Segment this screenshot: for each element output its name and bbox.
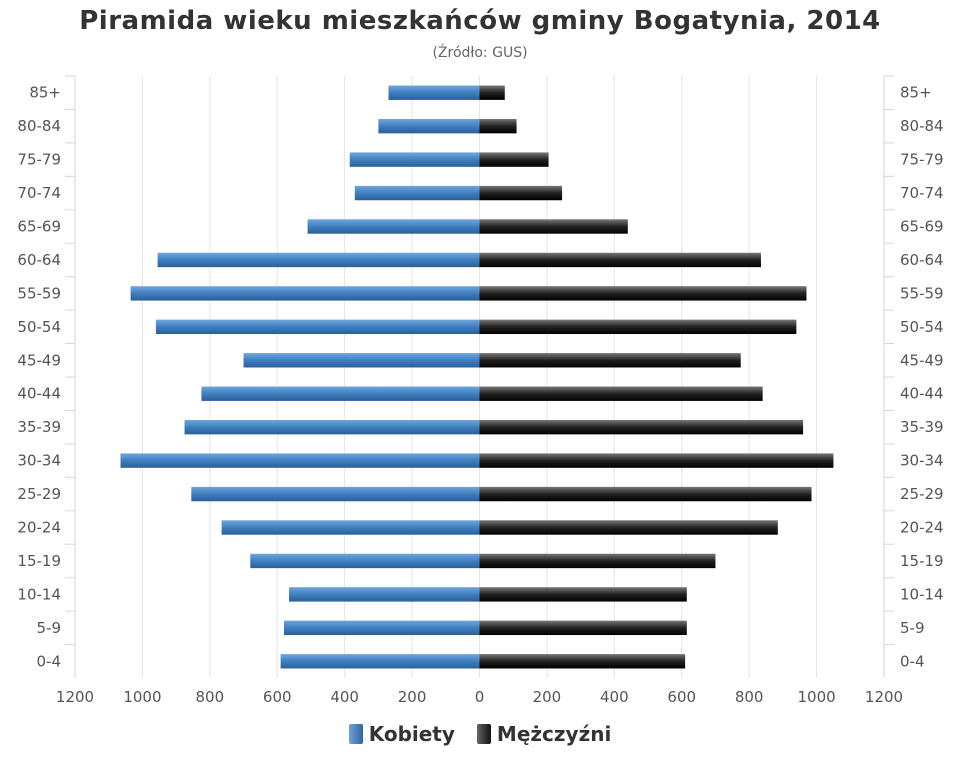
- category-label-left: 30-34: [17, 452, 61, 470]
- x-tick-label: 1200: [56, 688, 94, 706]
- bar-mezczyzni: [479, 453, 834, 468]
- category-label-right: 35-39: [900, 418, 944, 436]
- bar-kobiety: [191, 486, 480, 502]
- x-tick-label: 800: [196, 688, 225, 706]
- bar-kobiety: [201, 386, 480, 401]
- x-tick-label: 1200: [865, 688, 903, 706]
- category-label-left: 85+: [29, 84, 61, 102]
- bar-mezczyzni: [479, 620, 687, 636]
- legend: Kobiety Mężczyźni: [0, 722, 960, 746]
- category-label-right: 80-84: [900, 117, 944, 135]
- category-label-right: 10-14: [900, 585, 944, 603]
- legend-swatch-mezczyzni: [476, 724, 491, 744]
- category-label-right: 25-29: [900, 485, 944, 503]
- bar-mezczyzni: [479, 587, 687, 602]
- legend-item-kobiety[interactable]: Kobiety: [348, 722, 455, 746]
- bar-kobiety: [283, 620, 480, 636]
- category-label-right: 60-64: [900, 251, 944, 269]
- category-label-left: 15-19: [17, 552, 61, 570]
- bar-mezczyzni: [479, 118, 517, 134]
- category-label-left: 5-9: [37, 619, 62, 637]
- x-tick-label: 1000: [123, 688, 161, 706]
- bar-mezczyzni: [479, 219, 628, 234]
- bar-mezczyzni: [479, 654, 686, 669]
- bar-kobiety: [388, 85, 480, 100]
- x-tick-label: 600: [667, 688, 696, 706]
- category-label-left: 55-59: [17, 284, 61, 302]
- bar-kobiety: [184, 419, 480, 435]
- bar-mezczyzni: [479, 185, 563, 201]
- category-label-left: 0-4: [37, 652, 62, 670]
- x-tick-label: 200: [533, 688, 562, 706]
- bar-mezczyzni: [479, 553, 716, 569]
- chart-title: Piramida wieku mieszkańców gminy Bogatyn…: [79, 6, 881, 36]
- category-label-right: 20-24: [900, 519, 944, 537]
- bar-kobiety: [157, 252, 480, 268]
- bar-mezczyzni: [479, 152, 549, 167]
- bar-kobiety: [221, 520, 480, 535]
- bar-kobiety: [289, 587, 480, 602]
- bar-kobiety: [378, 118, 480, 134]
- category-label-left: 10-14: [17, 585, 61, 603]
- bar-mezczyzni: [479, 252, 761, 268]
- bar-mezczyzni: [479, 386, 763, 401]
- category-label-left: 60-64: [17, 251, 61, 269]
- category-label-left: 20-24: [17, 519, 61, 537]
- category-label-left: 75-79: [17, 151, 61, 169]
- category-label-left: 40-44: [17, 385, 61, 403]
- category-label-right: 75-79: [900, 151, 944, 169]
- category-label-right: 30-34: [900, 452, 944, 470]
- bar-kobiety: [120, 453, 480, 468]
- bar-mezczyzni: [479, 85, 505, 100]
- chart-subtitle: (Źródło: GUS): [432, 45, 528, 61]
- bar-mezczyzni: [479, 353, 741, 368]
- x-tick-label: 800: [735, 688, 764, 706]
- x-tick-label: 400: [330, 688, 359, 706]
- category-label-left: 80-84: [17, 117, 61, 135]
- x-tick-label: 400: [600, 688, 629, 706]
- x-tick-label: 0: [475, 688, 485, 706]
- category-label-right: 40-44: [900, 385, 944, 403]
- category-label-right: 50-54: [900, 318, 944, 336]
- x-tick-label: 1000: [797, 688, 835, 706]
- bar-kobiety: [155, 319, 480, 335]
- bar-mezczyzni: [479, 319, 797, 335]
- category-label-right: 70-74: [900, 184, 944, 202]
- bar-kobiety: [243, 353, 480, 368]
- category-label-left: 70-74: [17, 184, 61, 202]
- bar-kobiety: [280, 654, 480, 669]
- x-tick-label: 200: [398, 688, 427, 706]
- category-label-right: 65-69: [900, 218, 944, 236]
- category-label-right: 45-49: [900, 351, 944, 369]
- bar-mezczyzni: [479, 419, 804, 435]
- legend-item-mezczyzni[interactable]: Mężczyźni: [476, 722, 612, 746]
- category-label-left: 25-29: [17, 485, 61, 503]
- bar-kobiety: [130, 286, 480, 301]
- category-label-left: 65-69: [17, 218, 61, 236]
- bar-mezczyzni: [479, 520, 778, 535]
- legend-swatch-kobiety: [348, 724, 363, 744]
- category-label-right: 5-9: [900, 619, 925, 637]
- category-label-right: 0-4: [900, 652, 925, 670]
- category-label-left: 35-39: [17, 418, 61, 436]
- category-label-right: 15-19: [900, 552, 944, 570]
- category-label-left: 50-54: [17, 318, 61, 336]
- x-tick-label: 600: [263, 688, 292, 706]
- bar-kobiety: [354, 185, 480, 201]
- bar-mezczyzni: [479, 286, 807, 301]
- bar-kobiety: [349, 152, 480, 167]
- category-label-right: 55-59: [900, 284, 944, 302]
- category-label-left: 45-49: [17, 351, 61, 369]
- legend-label-kobiety: Kobiety: [368, 722, 455, 746]
- category-label-right: 85+: [900, 84, 932, 102]
- bar-mezczyzni: [479, 486, 812, 502]
- bar-kobiety: [250, 553, 480, 569]
- legend-label-mezczyzni: Mężczyźni: [496, 722, 612, 746]
- bar-kobiety: [307, 219, 480, 234]
